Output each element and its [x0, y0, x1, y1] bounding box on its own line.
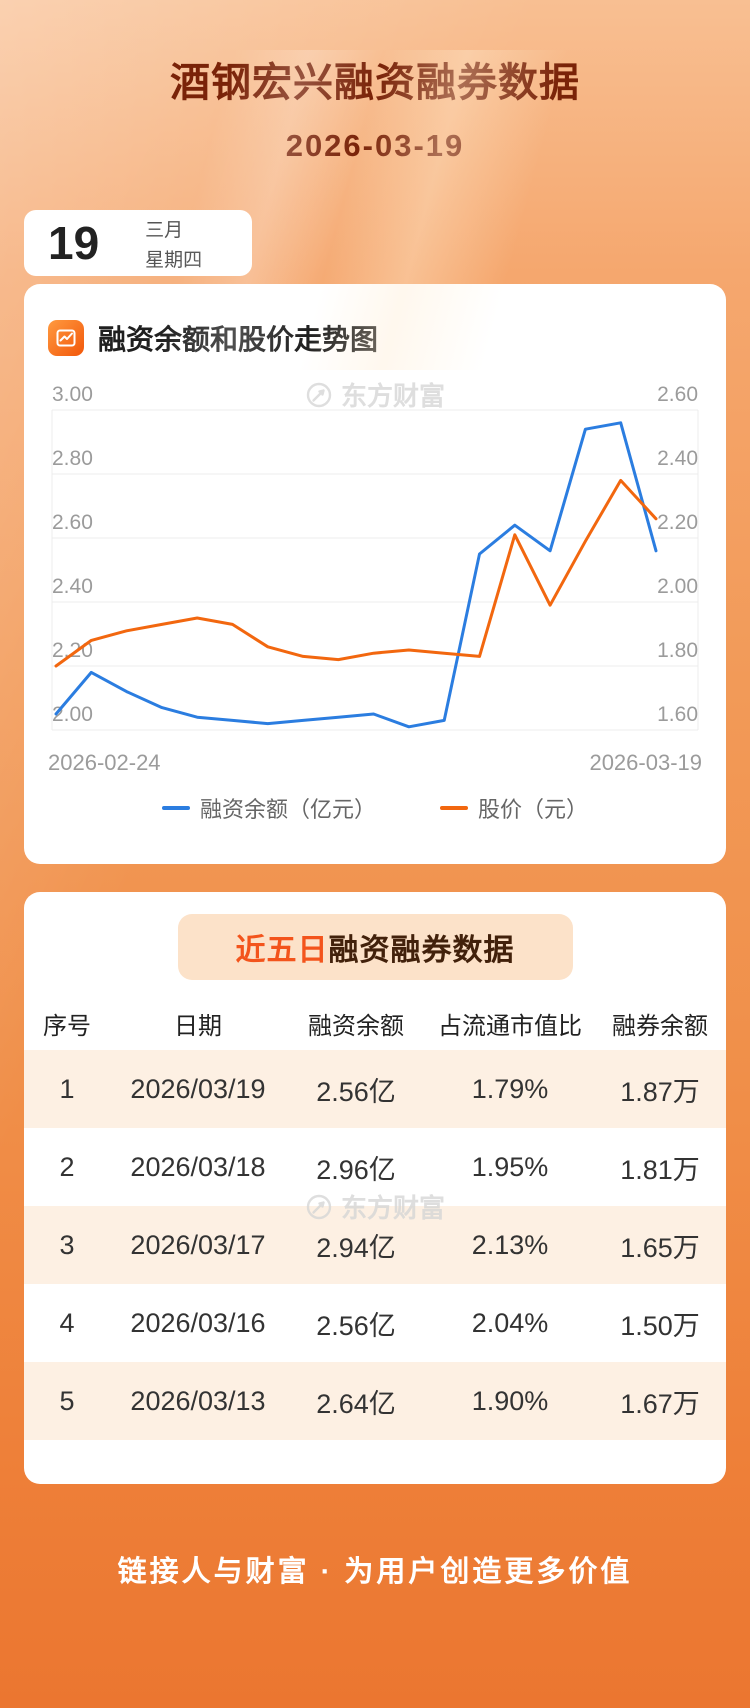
table-cell: 1.65万 [620, 1232, 700, 1263]
banner-rest: 融资融券数据 [328, 934, 515, 967]
calendar-weekday: 星期四 [145, 249, 203, 271]
table-cell: 2026/03/18 [130, 1151, 266, 1182]
column-header: 融券余额 [612, 1012, 708, 1040]
svg-text:3.00: 3.00 [52, 384, 93, 406]
legend-item-stock-price: 股价（元） [440, 792, 588, 824]
table-row: 3 2026/03/17 2.94亿 2.13% 1.65万 [24, 1206, 726, 1284]
legend-marker-orange [440, 806, 468, 810]
trend-chart-icon [48, 320, 84, 356]
table-row: 5 2026/03/13 2.64亿 1.90% 1.67万 [24, 1362, 726, 1440]
table-cell: 1.50万 [620, 1310, 700, 1341]
table-cell: 1.95% [471, 1151, 549, 1182]
svg-text:2.20: 2.20 [52, 639, 93, 662]
table-cell: 2026/03/17 [130, 1229, 266, 1260]
legend-item-margin-balance: 融资余额（亿元） [161, 792, 376, 824]
table-cell: 2026/03/16 [130, 1307, 266, 1338]
data-table: 序号 日期 融资余额 占流通市值比 融券余额 1 2026/03/19 2.56亿 1.79% 1… [24, 996, 726, 1440]
chart-card: 融资余额和股价走势图 东方财富 3.00 2.60 2.80 2.40 2.60 2.20… [24, 284, 726, 864]
trend-chart-svg: 3.00 2.60 2.80 2.40 2.60 2.20 2.40 2.00 2.20 1.80… [51, 384, 699, 731]
svg-text:1.60: 1.60 [657, 703, 698, 726]
table-cell: 2.96亿 [316, 1154, 396, 1185]
legend-marker-blue [161, 806, 190, 810]
legend-label: 融资余额（亿元） [199, 797, 376, 822]
banner-highlight: 近五日 [235, 934, 329, 967]
calendar-card: 19 三月 星期四 [24, 210, 252, 276]
table-cell: 1.90% [471, 1385, 549, 1416]
table-cell: 2.04% [471, 1307, 549, 1338]
column-header: 融资余额 [308, 1012, 404, 1040]
chart-area: 东方财富 3.00 2.60 2.80 2.40 2.60 2.20 2.40 2.00 2.2… [48, 381, 702, 824]
chart-section-header: 融资余额和股价走势图 [48, 318, 702, 358]
page-date: 2026-03-19 [285, 128, 465, 163]
table-cell: 3 [59, 1229, 75, 1260]
table-cell: 2.13% [471, 1229, 549, 1260]
chart-section-title: 融资余额和股价走势图 [98, 324, 379, 355]
table-cell: 1.67万 [620, 1388, 700, 1419]
table-row: 4 2026/03/16 2.56亿 2.04% 1.50万 [24, 1284, 726, 1362]
table-cell: 2 [59, 1151, 75, 1182]
table-cell: 5 [59, 1385, 75, 1416]
x-axis-labels: 2026-02-24 2026-03-19 [48, 750, 702, 776]
table-cell: 2.94亿 [316, 1232, 396, 1263]
footer-slogan: 链接人与财富 · 为用户创造更多价值 [117, 1556, 633, 1588]
x-axis-start-label: 2026-02-24 [48, 750, 161, 775]
page-title: 酒钢宏兴融资融券数据 [170, 61, 580, 105]
calendar-meta: 三月 星期四 [145, 215, 202, 272]
table-cell: 2026/03/13 [130, 1385, 266, 1416]
table-cell: 1.79% [471, 1073, 549, 1104]
svg-text:2.60: 2.60 [52, 511, 93, 534]
legend-label: 股价（元） [478, 797, 589, 822]
calendar-day: 19 [48, 217, 100, 269]
table-card: 近五日融资融券数据 东方财富 序号 日期 融资余额 占流通市值比 融券余额 1 2026/0… [24, 892, 726, 1484]
svg-text:2.00: 2.00 [52, 703, 93, 726]
table-row: 1 2026/03/19 2.56亿 1.79% 1.87万 [24, 1050, 726, 1128]
table-cell: 1.87万 [620, 1076, 700, 1107]
svg-text:1.80: 1.80 [657, 639, 698, 662]
svg-text:2.80: 2.80 [52, 447, 93, 470]
table-cell: 4 [59, 1307, 75, 1338]
table-cell: 1 [59, 1073, 75, 1104]
svg-text:2.40: 2.40 [657, 447, 698, 470]
svg-text:2.40: 2.40 [52, 575, 93, 598]
table-cell: 1.81万 [620, 1154, 700, 1185]
svg-text:2.20: 2.20 [657, 511, 698, 534]
table-cell: 2026/03/19 [130, 1073, 266, 1104]
chart-legend: 融资余额（亿元） 股价（元） [48, 792, 702, 824]
table-banner: 近五日融资融券数据 [177, 914, 573, 980]
column-header: 占流通市值比 [438, 1012, 582, 1040]
table-header-row: 序号 日期 融资余额 占流通市值比 融券余额 [24, 996, 726, 1050]
column-header: 日期 [174, 1012, 222, 1040]
table-cell: 2.56亿 [316, 1310, 396, 1341]
x-axis-end-label: 2026-03-19 [589, 750, 702, 775]
svg-text:2.60: 2.60 [657, 384, 698, 406]
table-row: 2 2026/03/18 2.96亿 1.95% 1.81万 [24, 1128, 726, 1206]
calendar-month: 三月 [145, 219, 184, 241]
column-header: 序号 [43, 1012, 91, 1040]
table-cell: 2.56亿 [316, 1076, 396, 1107]
table-cell: 2.64亿 [316, 1388, 396, 1419]
svg-text:2.00: 2.00 [657, 575, 698, 598]
